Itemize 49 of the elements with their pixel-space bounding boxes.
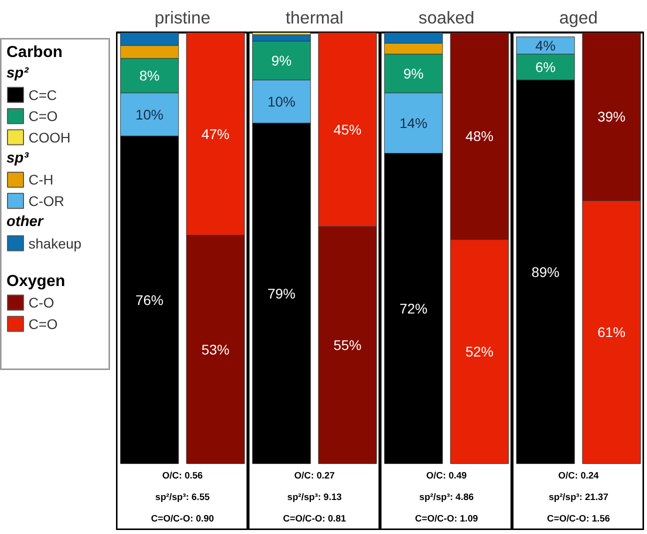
data-label: 9% [403, 65, 424, 82]
data-label: 52% [465, 344, 494, 360]
text: O/C: 0.27 [294, 470, 335, 480]
text: sp²/sp³: 4.86 [419, 492, 474, 502]
data-label: 9% [271, 52, 292, 69]
legend-title: Carbon [6, 44, 62, 61]
legend-label: COOH [28, 129, 70, 146]
data-label: 76% [135, 292, 164, 308]
text: C=O/C-O: 0.90 [151, 513, 214, 524]
data-label: 53% [201, 341, 230, 358]
data-label: 10% [267, 93, 296, 110]
legend-label: C=O [28, 316, 58, 332]
data-label: 48% [465, 128, 494, 144]
data-label: 14% [399, 115, 428, 132]
data-label: 89% [531, 264, 560, 280]
data-label: 39% [597, 108, 626, 125]
legend-label: C=C [28, 86, 57, 103]
data-label: 55% [333, 337, 362, 354]
text: C=O/C-O: 1.09 [415, 513, 478, 524]
text: O/C: 0.24 [558, 470, 600, 480]
legend-label: C-OR [28, 192, 64, 209]
chart-title: aged [559, 8, 598, 28]
text: sp² [6, 66, 30, 82]
text: sp²/sp³: 6.55 [155, 492, 210, 502]
text: sp³ [6, 150, 30, 166]
text: sp²/sp³: 9.13 [287, 492, 342, 502]
data-label: 8% [139, 68, 160, 84]
text: C=O/C-O: 0.81 [283, 513, 346, 524]
data-label: 61% [597, 324, 626, 340]
data-label: 45% [333, 122, 362, 138]
text: O/C: 0.49 [426, 470, 467, 480]
chart-title: thermal [286, 8, 344, 28]
text: other [6, 214, 44, 230]
data-label: 79% [267, 285, 296, 302]
chart-title: soaked [418, 8, 474, 28]
data-label: 47% [201, 126, 230, 142]
text: C=O/C-O: 1.56 [547, 513, 610, 524]
chart-title: pristine [154, 8, 210, 28]
data-label: 72% [399, 300, 428, 316]
legend-label: C-H [28, 172, 54, 188]
data-label: 4% [535, 37, 556, 54]
legend-label: C=O [28, 108, 58, 124]
data-label: 10% [135, 106, 164, 122]
legend-label: shakeup [28, 235, 82, 252]
data-label: 6% [535, 58, 556, 75]
text: sp²/sp³: 21.37 [548, 492, 608, 502]
text: Oxygen [6, 272, 66, 290]
legend-label: C-O [28, 294, 54, 311]
text: O/C: 0.56 [162, 470, 203, 480]
